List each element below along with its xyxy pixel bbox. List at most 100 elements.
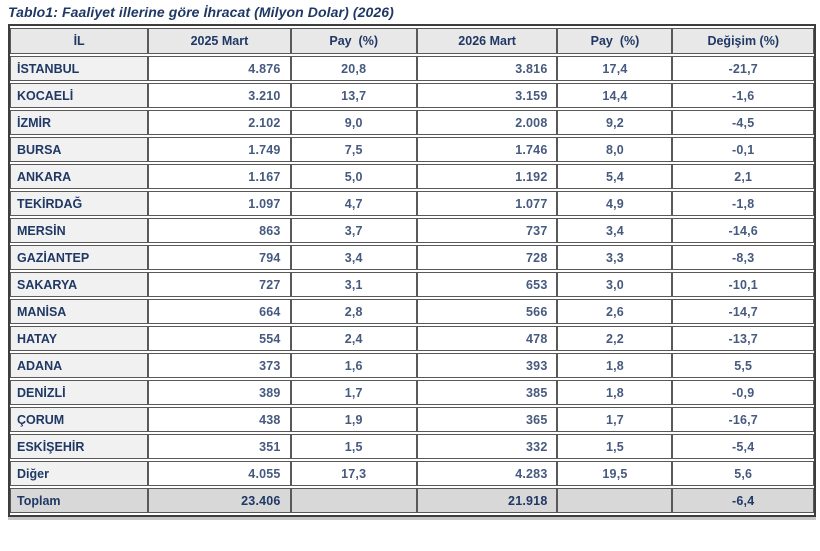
cell-pay-2026: 1,8 — [557, 353, 673, 378]
column-header-pay-2025: Pay (%) — [290, 28, 417, 54]
cell-change: 5,5 — [672, 353, 814, 378]
cell-pay-2025: 20,8 — [290, 56, 417, 81]
cell-export-2026: 1.077 — [416, 191, 558, 216]
cell-export-2026: 1.746 — [416, 137, 558, 162]
cell-change: -8,3 — [672, 245, 814, 270]
cell-export-2026: 21.918 — [416, 488, 558, 513]
cell-province: MERSİN — [10, 218, 149, 243]
cell-pay-2025: 3,7 — [290, 218, 417, 243]
cell-pay-2026: 19,5 — [557, 461, 673, 486]
cell-change: -10,1 — [672, 272, 814, 297]
cell-province: Diğer — [10, 461, 149, 486]
cell-export-2025: 4.055 — [148, 461, 291, 486]
table-row: ANKARA 1.167 5,0 1.192 5,4 2,1 — [10, 164, 814, 189]
cell-pay-2026 — [557, 488, 673, 513]
cell-pay-2025: 2,4 — [290, 326, 417, 351]
table-row: ADANA 373 1,6 393 1,8 5,5 — [10, 353, 814, 378]
cell-export-2026: 3.816 — [416, 56, 558, 81]
cell-pay-2026: 2,6 — [557, 299, 673, 324]
cell-pay-2025: 5,0 — [290, 164, 417, 189]
cell-change: -1,8 — [672, 191, 814, 216]
cell-province: BURSA — [10, 137, 149, 162]
cell-pay-2025: 1,9 — [290, 407, 417, 432]
table-row: DENİZLİ 389 1,7 385 1,8 -0,9 — [10, 380, 814, 405]
cell-export-2026: 653 — [416, 272, 558, 297]
table-row: KOCAELİ 3.210 13,7 3.159 14,4 -1,6 — [10, 83, 814, 108]
table-title: Tablo1: Faaliyet illerine göre İhracat (… — [8, 4, 394, 20]
header-row: İL 2025 Mart Pay (%) 2026 Mart Pay (%) D… — [10, 28, 814, 54]
cell-province: MANİSA — [10, 299, 149, 324]
cell-pay-2025: 1,6 — [290, 353, 417, 378]
cell-pay-2026: 2,2 — [557, 326, 673, 351]
cell-export-2025: 4.876 — [148, 56, 291, 81]
table-row: MANİSA 664 2,8 566 2,6 -14,7 — [10, 299, 814, 324]
table-row: TEKİRDAĞ 1.097 4,7 1.077 4,9 -1,8 — [10, 191, 814, 216]
export-table: İL 2025 Mart Pay (%) 2026 Mart Pay (%) D… — [10, 26, 814, 515]
cell-change: -14,7 — [672, 299, 814, 324]
cell-export-2025: 727 — [148, 272, 291, 297]
cell-export-2026: 385 — [416, 380, 558, 405]
cell-export-2025: 554 — [148, 326, 291, 351]
column-header-2025-mart: 2025 Mart — [148, 28, 291, 54]
table-body: İSTANBUL 4.876 20,8 3.816 17,4 -21,7 KOCAELİ 3.… — [10, 56, 814, 513]
cell-pay-2026: 4,9 — [557, 191, 673, 216]
table-row: İSTANBUL 4.876 20,8 3.816 17,4 -21,7 — [10, 56, 814, 81]
cell-change: -0,1 — [672, 137, 814, 162]
export-table-container: İL 2025 Mart Pay (%) 2026 Mart Pay (%) D… — [8, 24, 816, 517]
cell-export-2026: 393 — [416, 353, 558, 378]
cell-export-2025: 2.102 — [148, 110, 291, 135]
cell-export-2026: 2.008 — [416, 110, 558, 135]
cell-pay-2026: 1,8 — [557, 380, 673, 405]
cell-pay-2025: 7,5 — [290, 137, 417, 162]
cell-export-2026: 728 — [416, 245, 558, 270]
cell-province: İZMİR — [10, 110, 149, 135]
column-header-2026-mart: 2026 Mart — [416, 28, 558, 54]
cell-change: -1,6 — [672, 83, 814, 108]
table-row: GAZİANTEP 794 3,4 728 3,3 -8,3 — [10, 245, 814, 270]
cell-pay-2026: 3,0 — [557, 272, 673, 297]
cell-pay-2025: 17,3 — [290, 461, 417, 486]
table-row: MERSİN 863 3,7 737 3,4 -14,6 — [10, 218, 814, 243]
cell-export-2026: 478 — [416, 326, 558, 351]
cell-export-2026: 332 — [416, 434, 558, 459]
table-row: ESKİŞEHİR 351 1,5 332 1,5 -5,4 — [10, 434, 814, 459]
cell-export-2025: 1.749 — [148, 137, 291, 162]
cell-export-2025: 389 — [148, 380, 291, 405]
table-row: SAKARYA 727 3,1 653 3,0 -10,1 — [10, 272, 814, 297]
cell-pay-2026: 9,2 — [557, 110, 673, 135]
cell-pay-2025: 1,5 — [290, 434, 417, 459]
cell-pay-2026: 5,4 — [557, 164, 673, 189]
cell-change: -21,7 — [672, 56, 814, 81]
cell-pay-2025: 9,0 — [290, 110, 417, 135]
cell-pay-2026: 17,4 — [557, 56, 673, 81]
cell-export-2026: 566 — [416, 299, 558, 324]
cell-province: ANKARA — [10, 164, 149, 189]
table-row: BURSA 1.749 7,5 1.746 8,0 -0,1 — [10, 137, 814, 162]
cell-province: ESKİŞEHİR — [10, 434, 149, 459]
cell-export-2025: 373 — [148, 353, 291, 378]
table-row: Diğer 4.055 17,3 4.283 19,5 5,6 — [10, 461, 814, 486]
cell-province: HATAY — [10, 326, 149, 351]
column-header-pay-2026: Pay (%) — [557, 28, 673, 54]
cell-export-2025: 3.210 — [148, 83, 291, 108]
cell-change: -6,4 — [672, 488, 814, 513]
cell-province: SAKARYA — [10, 272, 149, 297]
cell-pay-2025: 2,8 — [290, 299, 417, 324]
cell-pay-2026: 14,4 — [557, 83, 673, 108]
cell-province: Toplam — [10, 488, 149, 513]
cell-pay-2026: 3,4 — [557, 218, 673, 243]
cell-export-2026: 1.192 — [416, 164, 558, 189]
table-row: HATAY 554 2,4 478 2,2 -13,7 — [10, 326, 814, 351]
cell-export-2025: 664 — [148, 299, 291, 324]
cell-province: İSTANBUL — [10, 56, 149, 81]
cell-export-2026: 4.283 — [416, 461, 558, 486]
table-row: ÇORUM 438 1,9 365 1,7 -16,7 — [10, 407, 814, 432]
cell-change: -16,7 — [672, 407, 814, 432]
cell-province: DENİZLİ — [10, 380, 149, 405]
cell-province: GAZİANTEP — [10, 245, 149, 270]
cell-export-2026: 365 — [416, 407, 558, 432]
cell-change: 5,6 — [672, 461, 814, 486]
cell-change: 2,1 — [672, 164, 814, 189]
cell-export-2026: 737 — [416, 218, 558, 243]
